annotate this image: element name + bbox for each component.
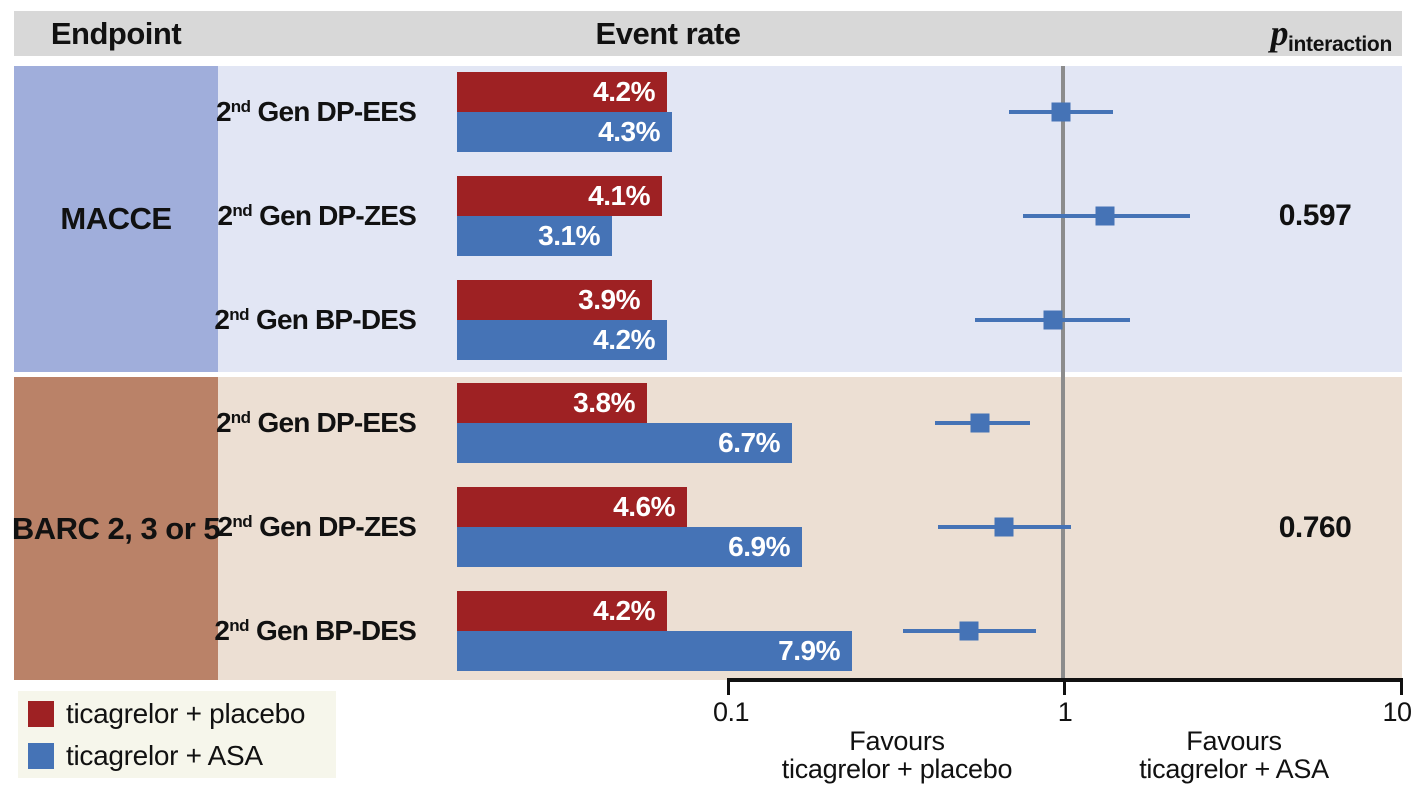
event-rate-value-asa: 7.9%: [778, 635, 840, 666]
legend-swatch: [28, 700, 54, 727]
column-header-endpoint: Endpoint: [50, 16, 182, 51]
event-rate-bar-asa: 4.3%: [457, 112, 672, 152]
x-axis-tick-1: [1063, 682, 1066, 695]
forest-hr-marker: [1051, 102, 1071, 122]
favours-right-label: Favours ticagrelor + ASA: [1139, 727, 1329, 783]
favours-left-label: Favours ticagrelor + placebo: [781, 726, 1013, 784]
legend-label: ticagrelor + ASA: [66, 739, 263, 771]
stent-row-label: 2nd Gen BP-DES: [214, 304, 416, 335]
favours-left-line2: ticagrelor + placebo: [781, 754, 1013, 784]
p-interaction-value-macce: 0.597: [1278, 199, 1352, 232]
legend-swatch: [28, 742, 54, 769]
event-rate-bar-placebo: 3.8%: [457, 383, 647, 423]
ordinal-superscript: nd: [229, 305, 249, 324]
forest-hr-marker: [970, 413, 990, 433]
legend-label: ticagrelor + placebo: [66, 697, 306, 729]
event-rate-value-placebo: 3.9%: [578, 284, 640, 315]
stent-row-label: 2nd Gen DP-EES: [215, 96, 417, 127]
p-subscript: interaction: [1287, 33, 1392, 56]
reference-line-hr-1: [1061, 66, 1065, 680]
ordinal-superscript: nd: [230, 97, 251, 116]
forest-hr-marker: [1043, 310, 1063, 330]
event-rate-bar-placebo: 4.6%: [457, 487, 687, 527]
stent-row-label: 2nd Gen BP-DES: [214, 615, 416, 646]
event-rate-bar-placebo: 4.2%: [457, 591, 667, 631]
event-rate-value-placebo: 4.2%: [593, 76, 655, 107]
event-rate-bar-placebo: 4.2%: [457, 72, 667, 112]
x-axis-line: [727, 678, 1403, 682]
forest-hr-marker: [994, 517, 1014, 537]
event-rate-value-asa: 4.3%: [598, 116, 660, 147]
x-axis-tick-label-10: 10: [1382, 697, 1412, 727]
p-italic: p: [1270, 13, 1288, 53]
section-barc-stripe: [14, 377, 218, 680]
favours-left-line1: Favours: [849, 726, 945, 756]
x-axis-tick-label-1: 1: [1057, 697, 1073, 727]
event-rate-value-asa: 3.1%: [538, 220, 600, 251]
stent-row-label: 2nd Gen DP-ZES: [217, 511, 417, 542]
column-header-event-rate: Event rate: [595, 16, 741, 51]
event-rate-value-placebo: 4.1%: [588, 180, 650, 211]
event-rate-bar-asa: 4.2%: [457, 320, 667, 360]
ordinal-superscript: nd: [229, 616, 249, 635]
section-barc-label: BARC 2, 3 or 5: [11, 510, 221, 546]
favours-right-line1: Favours: [1186, 726, 1282, 756]
ordinal-superscript: nd: [230, 408, 251, 427]
section-barc: BARC 2, 3 or 5 2nd Gen DP-EES 3.8% 6.7% 2nd…: [11, 377, 1402, 680]
event-rate-bar-asa: 6.7%: [457, 423, 792, 463]
forest-hr-marker: [959, 621, 979, 641]
event-rate-bar-asa: 3.1%: [457, 216, 612, 256]
event-rate-bar-asa: 7.9%: [457, 631, 852, 671]
event-rate-bar-placebo: 3.9%: [457, 280, 652, 320]
table-header-band: [14, 11, 1402, 56]
ordinal-superscript: nd: [232, 512, 253, 531]
forest-hr-marker: [1095, 206, 1115, 226]
stent-row-label: 2nd Gen DP-EES: [215, 407, 417, 438]
column-header-p-interaction: pinteraction: [1270, 11, 1392, 67]
section-macce: MACCE 2nd Gen DP-EES 4.2% 4.3% 2nd Gen DP-Z…: [14, 66, 1402, 372]
event-rate-bar-placebo: 4.1%: [457, 176, 662, 216]
p-interaction-value-barc: 0.760: [1278, 511, 1352, 544]
event-rate-value-asa: 4.2%: [593, 324, 655, 355]
event-rate-value-placebo: 3.8%: [573, 387, 635, 418]
event-rate-value-placebo: 4.2%: [593, 595, 655, 626]
x-axis-tick-10: [1400, 682, 1403, 695]
event-rate-value-placebo: 4.6%: [613, 491, 675, 522]
section-macce-label: MACCE: [60, 201, 172, 236]
event-rate-bar-asa: 6.9%: [457, 527, 802, 567]
legend: ticagrelor + placebo ticagrelor + ASA: [18, 691, 336, 778]
event-rate-value-asa: 6.9%: [728, 531, 790, 562]
x-axis-tick-0-1: [727, 682, 730, 695]
section-macce-stripe: [14, 66, 218, 372]
legend-item: ticagrelor + placebo: [28, 698, 336, 730]
stent-row-label: 2nd Gen DP-ZES: [217, 200, 417, 231]
ordinal-superscript: nd: [232, 201, 253, 220]
x-axis-tick-label-0-1: 0.1: [712, 697, 750, 727]
event-rate-value-asa: 6.7%: [718, 427, 780, 458]
favours-right-line2: ticagrelor + ASA: [1139, 754, 1329, 784]
legend-item: ticagrelor + ASA: [28, 740, 336, 772]
